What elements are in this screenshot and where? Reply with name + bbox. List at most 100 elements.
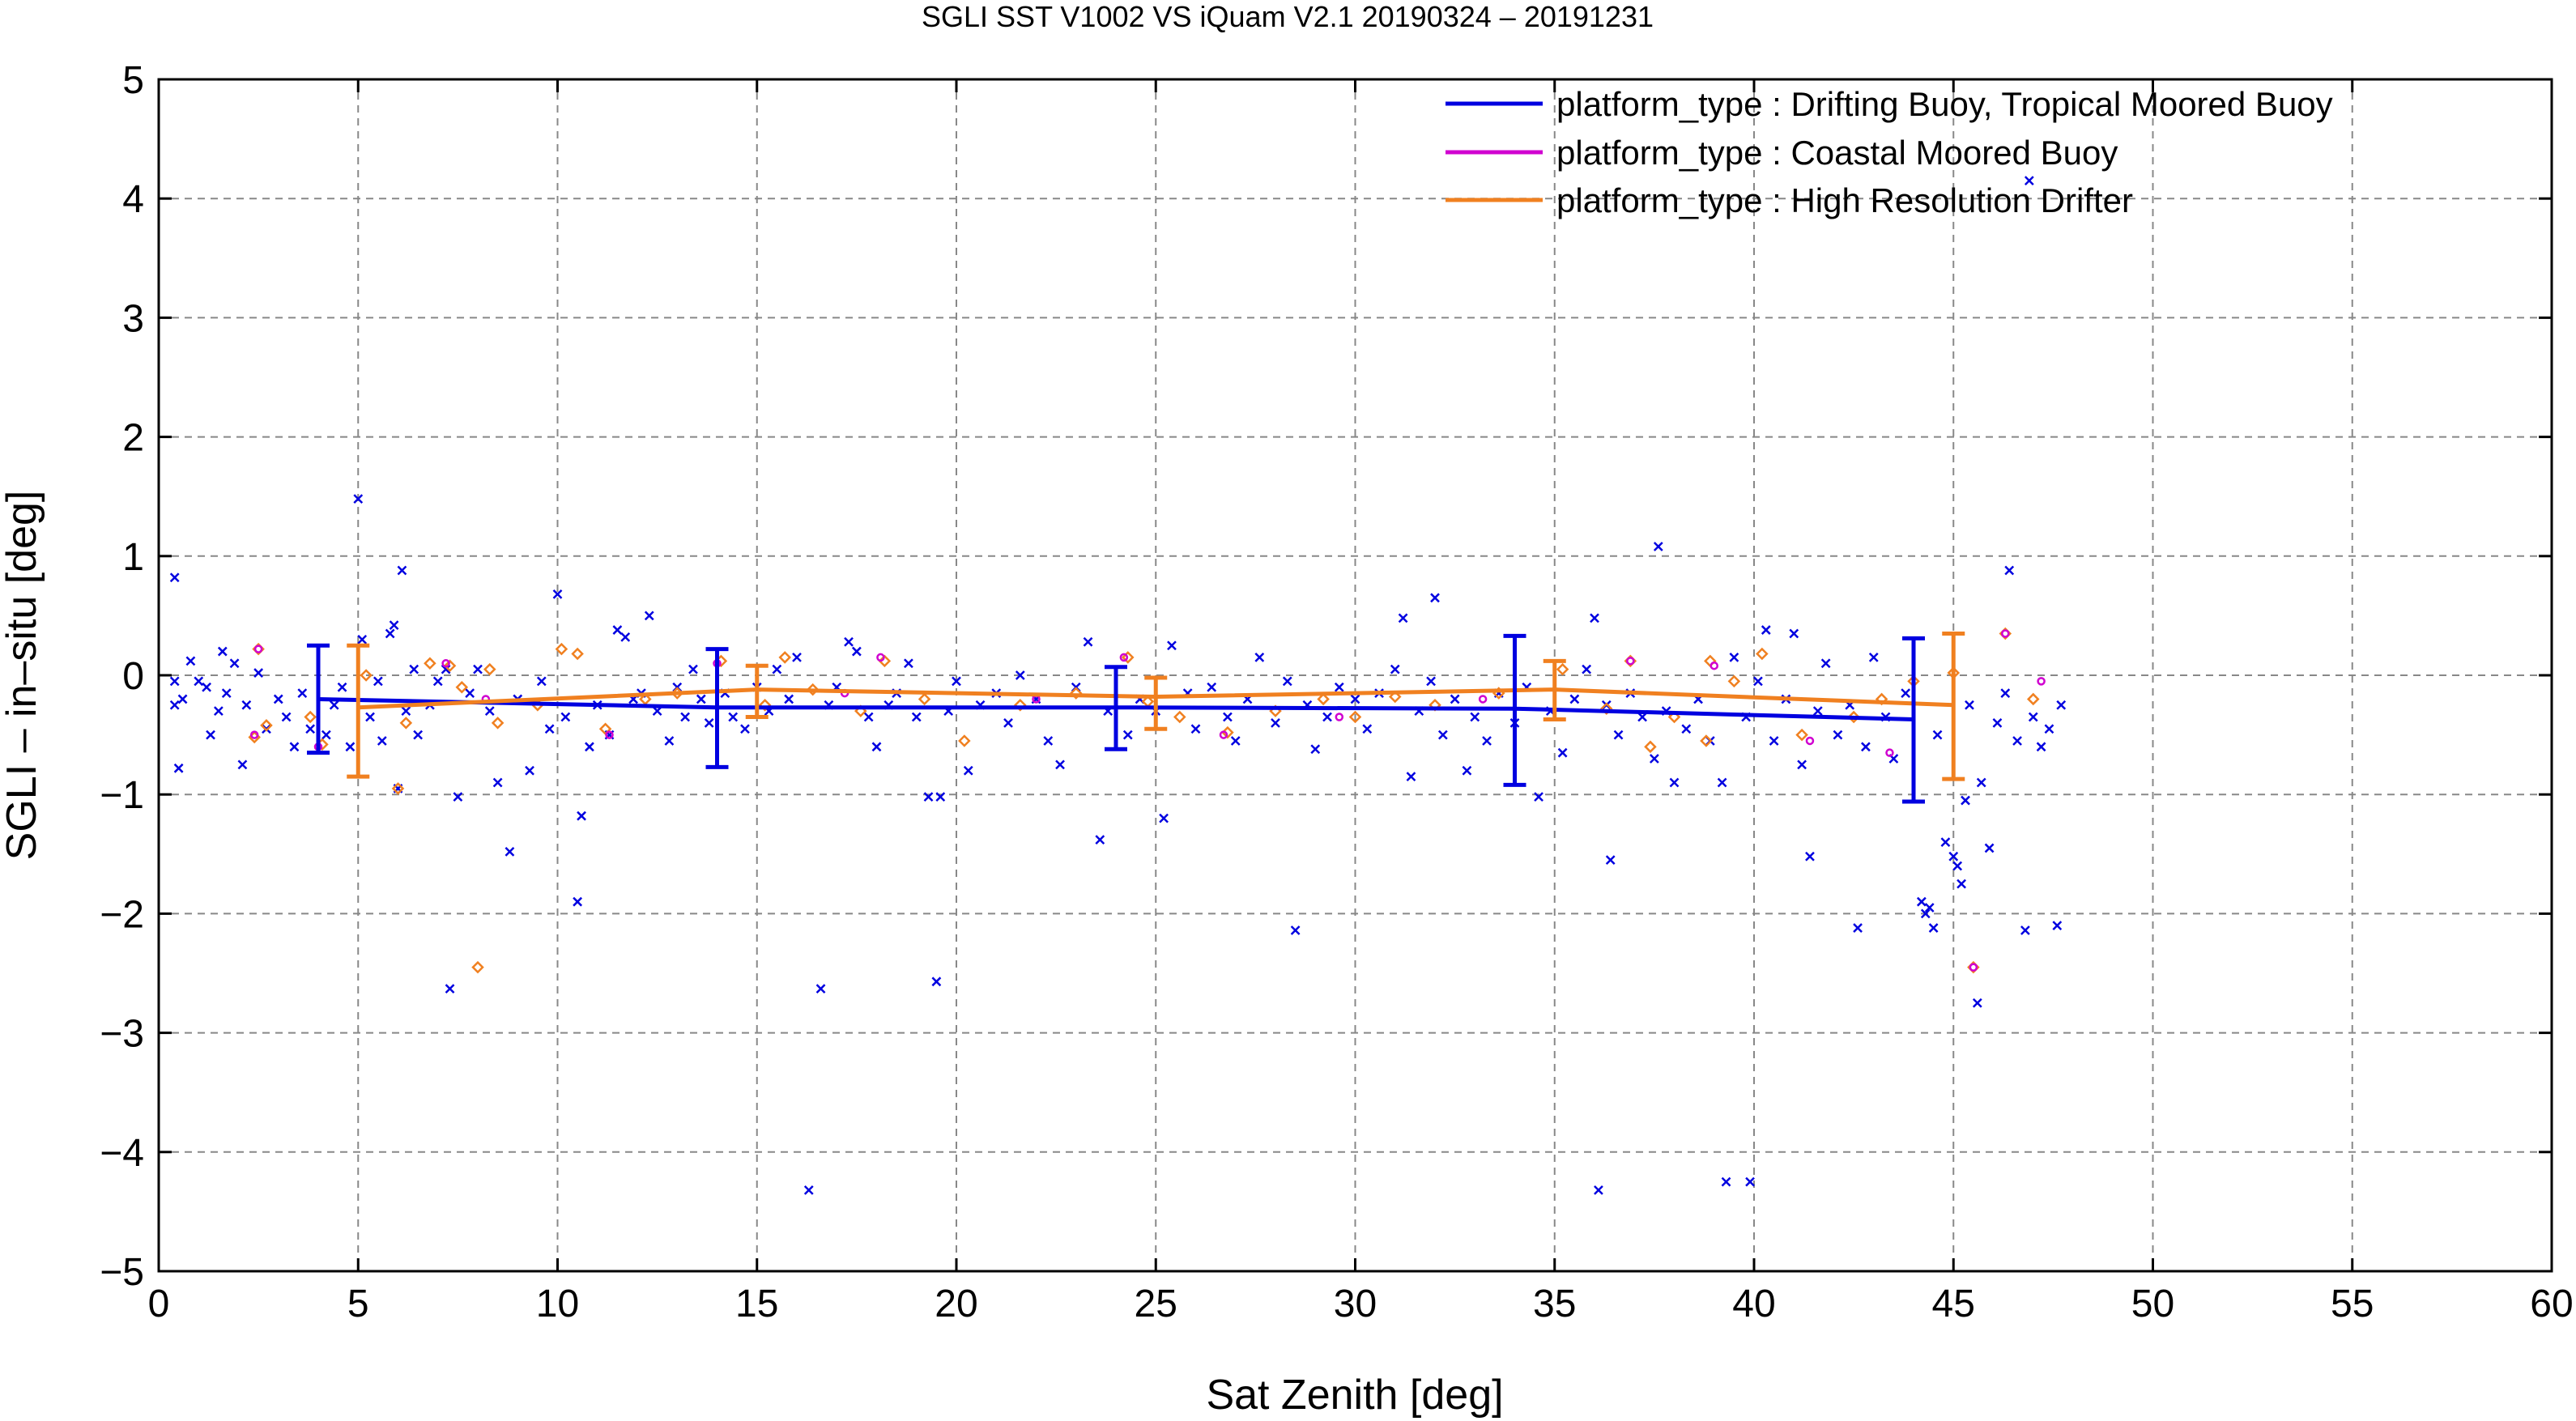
- error-bar: [1105, 665, 1127, 751]
- drifting-buoy-point: [1853, 923, 1863, 933]
- drifting-buoy-point: [1362, 724, 1373, 734]
- drifting-buoy-point: [1207, 682, 1217, 692]
- drifting-buoy-point: [585, 742, 594, 752]
- drifting-buoy-point: [281, 712, 292, 722]
- legend-label-drifting-buoy: platform_type : Drifting Buoy, Tropical …: [1556, 85, 2333, 123]
- drifting-buoy-point: [1003, 717, 1013, 728]
- high-resolution-drifter-point: [1644, 740, 1657, 754]
- drifting-buoy-point: [1861, 742, 1871, 752]
- drifting-buoy-point: [1820, 658, 1831, 669]
- drifting-buoy-point: [213, 706, 224, 717]
- drifting-buoy-point: [815, 984, 826, 994]
- drifting-buoy-point: [2004, 565, 2015, 576]
- drifting-buoy-point: [1569, 694, 1580, 704]
- chart-title: SGLI SST V1002 VS iQuam V2.1 20190324 – …: [922, 0, 1654, 33]
- high-resolution-drifter-point: [1756, 647, 1769, 661]
- drifting-buoy-point: [2044, 724, 2054, 734]
- drifting-buoy-point: [688, 664, 698, 674]
- drifting-buoy-point: [1965, 700, 1974, 710]
- drifting-buoy-point: [273, 694, 283, 704]
- coastal-moored-buoy-point: [1219, 730, 1228, 739]
- high-resolution-drifter-point: [1795, 728, 1808, 742]
- error-bar: [1503, 633, 1526, 787]
- drifting-buoy-point: [321, 730, 331, 740]
- drifting-buoy-point: [1095, 835, 1105, 845]
- legend: platform_type : Drifting Buoy, Tropical …: [1446, 85, 2333, 219]
- drifting-buoy-point: [345, 742, 356, 752]
- drifting-buoy-point: [1805, 851, 1815, 862]
- high-resolution-drifter-point: [483, 662, 496, 676]
- y-tick-label: −1: [100, 774, 144, 817]
- drifting-buoy-point: [536, 676, 547, 687]
- drifting-buoy-point: [1462, 765, 1472, 776]
- legend-label-high-resolution-drifter: platform_type : High Resolution Drifter: [1556, 181, 2133, 219]
- drifting-buoy-point: [1753, 676, 1763, 687]
- error-bar: [307, 643, 330, 755]
- drifting-buoy-point: [863, 712, 874, 722]
- drifting-buoy-point: [173, 763, 184, 773]
- drifting-buoy-point: [792, 653, 802, 662]
- drifting-buoy-point: [1167, 640, 1177, 651]
- drifting-buoy-point: [1282, 676, 1292, 687]
- drifting-buoy-point: [194, 676, 204, 687]
- drifting-buoy-point: [1924, 903, 1935, 913]
- x-tick-label: 15: [735, 1283, 778, 1325]
- high-resolution-drifter-point: [424, 657, 436, 670]
- drifting-buoy-point: [353, 494, 364, 504]
- drifting-buoy-point: [473, 664, 483, 674]
- high-resolution-drifter-point: [1600, 702, 1613, 715]
- drifting-buoy-point: [740, 724, 750, 734]
- coastal-moored-buoy-point: [2001, 629, 2010, 638]
- drifting-buoy-point: [2024, 176, 2034, 186]
- drifting-buoy-point: [377, 736, 387, 746]
- drifting-buoy-point: [1470, 712, 1480, 722]
- drifting-buoy-point: [1833, 730, 1843, 740]
- drifting-buoy-point: [1932, 730, 1943, 740]
- drifting-buoy-point: [2000, 688, 2011, 698]
- high-resolution-drifter-point: [443, 659, 457, 672]
- drifting-buoy-point: [1083, 636, 1093, 647]
- y-tick-label: 1: [122, 536, 144, 579]
- drifting-buoy-point: [1952, 861, 1963, 871]
- drifting-buoy-point: [1590, 613, 1599, 623]
- coastal-moored-buoy-point: [253, 645, 263, 653]
- x-tick-label: 30: [1334, 1283, 1377, 1325]
- drifting-buoy-point: [772, 664, 782, 674]
- drifting-buoy-point: [1430, 593, 1440, 603]
- drifting-buoy-point: [1669, 777, 1680, 788]
- coastal-moored-buoy-point: [249, 730, 259, 739]
- high-resolution-drifter-point: [878, 654, 892, 668]
- error-bar: [1543, 658, 1566, 721]
- drifting-buoy-point: [1868, 653, 1879, 662]
- drifting-buoy-point: [2012, 736, 2022, 746]
- coastal-moored-buoy-point: [1335, 713, 1344, 721]
- drifting-buoy-point: [1948, 851, 1959, 862]
- drifting-buoy-point: [1789, 628, 1799, 639]
- drifting-buoy-point: [401, 706, 411, 717]
- drifting-buoy-point: [465, 688, 475, 698]
- high-resolution-drifter-point: [391, 782, 405, 795]
- drifting-buoy-point: [1322, 712, 1332, 722]
- drifting-buoy-point: [1406, 772, 1416, 782]
- drifting-buoy-point: [2020, 925, 2030, 935]
- drifting-buoy-point: [1437, 730, 1448, 740]
- drifting-buoy-point: [1190, 724, 1201, 734]
- drifting-buoy-point: [217, 646, 228, 657]
- drifting-buoy-point: [1729, 653, 1739, 662]
- coastal-moored-buoy-point: [2037, 677, 2046, 686]
- drifting-buoy-point: [1450, 694, 1460, 704]
- drifting-buoy-point: [389, 620, 399, 631]
- drifting-buoy-point: [237, 759, 248, 770]
- y-axis-ticks: −5 −4 −3 −2 −1 0 1 2 3 4 5: [100, 59, 2552, 1294]
- y-tick-label: −4: [100, 1132, 144, 1175]
- high-resolution-drifter-point: [1014, 699, 1027, 712]
- x-tick-label: 35: [1533, 1283, 1576, 1325]
- drifting-buoy-point: [229, 658, 240, 669]
- error-bar: [1902, 636, 1925, 804]
- drifting-buoy-point: [1350, 694, 1360, 704]
- drifting-buoy-point: [784, 694, 794, 704]
- high-resolution-drifter-point: [260, 719, 273, 732]
- drifting-buoy-point: [1681, 724, 1692, 734]
- drifting-buoy-point: [1901, 688, 1911, 698]
